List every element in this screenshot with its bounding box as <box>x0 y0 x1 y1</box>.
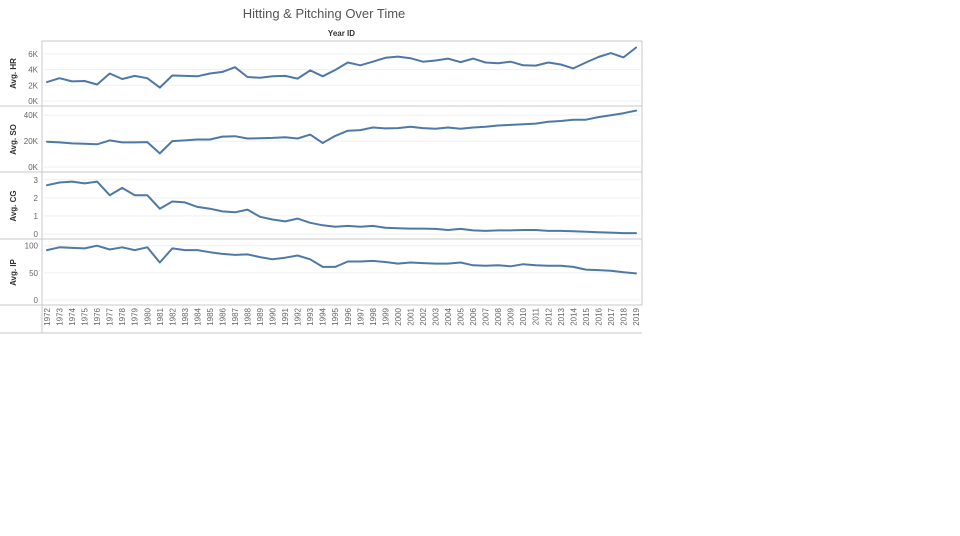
x-tick-label: 1997 <box>356 307 365 325</box>
x-tick-label: 1989 <box>256 307 265 325</box>
x-tick-label: 2006 <box>469 307 478 325</box>
x-tick-label: 1999 <box>381 307 390 325</box>
y-tick-label: 3 <box>34 176 39 185</box>
y-axis-label: Avg. IP <box>9 258 18 285</box>
y-tick-label: 0K <box>28 163 38 172</box>
y-axis-label: Avg. SO <box>9 124 18 155</box>
y-tick-label: 40K <box>24 111 39 120</box>
y-tick-label: 0 <box>34 230 39 239</box>
x-tick-label: 1982 <box>168 307 177 325</box>
y-tick-label: 2K <box>28 81 38 90</box>
x-tick-label: 2001 <box>406 307 415 325</box>
x-tick-label: 1996 <box>344 307 353 325</box>
y-tick-label: 0 <box>34 296 39 305</box>
x-tick-label: 2000 <box>394 307 403 325</box>
series-line <box>46 46 637 89</box>
x-tick-label: 1987 <box>231 307 240 325</box>
x-tick-label: 1974 <box>68 307 77 325</box>
x-tick-label: 2019 <box>632 307 641 325</box>
y-tick-label: 6K <box>28 50 38 59</box>
x-tick-label: 2013 <box>557 307 566 325</box>
x-tick-label: 2002 <box>419 307 428 325</box>
x-tick-label: 2003 <box>431 307 440 325</box>
x-tick-label: 2009 <box>507 307 516 325</box>
y-tick-label: 0K <box>28 97 38 106</box>
x-tick-label: 1981 <box>156 307 165 325</box>
x-tick-label: 1975 <box>81 307 90 325</box>
y-tick-label: 2 <box>34 194 39 203</box>
x-tick-label: 1976 <box>93 307 102 325</box>
x-tick-label: 1988 <box>244 307 253 325</box>
x-tick-label: 1980 <box>143 307 152 325</box>
x-tick-label: 2016 <box>594 307 603 325</box>
x-tick-label: 2008 <box>494 307 503 325</box>
y-tick-label: 100 <box>25 242 39 251</box>
x-tick-label: 2010 <box>519 307 528 325</box>
y-tick-label: 20K <box>24 137 39 146</box>
column-header: Year ID <box>327 29 356 38</box>
x-tick-label: 1995 <box>331 307 340 325</box>
y-axis-label: Avg. HR <box>9 58 18 89</box>
x-tick-label: 1993 <box>306 307 315 325</box>
series-line <box>46 180 637 235</box>
x-tick-label: 2014 <box>569 307 578 325</box>
x-tick-label: 2005 <box>457 307 466 325</box>
x-tick-label: 2011 <box>532 307 541 325</box>
x-tick-label: 1984 <box>193 307 202 325</box>
series-line <box>46 109 637 155</box>
x-tick-label: 1994 <box>319 307 328 325</box>
y-axis-label: Avg. CG <box>9 190 18 221</box>
series-line <box>46 244 637 275</box>
x-tick-label: 1972 <box>43 307 52 325</box>
x-tick-label: 1977 <box>106 307 115 325</box>
x-tick-label: 1991 <box>281 307 290 325</box>
x-tick-label: 2015 <box>582 307 591 325</box>
x-tick-label: 2012 <box>544 307 553 325</box>
x-tick-label: 1978 <box>118 307 127 325</box>
x-tick-label: 1983 <box>181 307 190 325</box>
x-tick-label: 1992 <box>294 307 303 325</box>
x-tick-label: 2004 <box>444 307 453 325</box>
x-tick-label: 1998 <box>369 307 378 325</box>
x-tick-label: 2018 <box>619 307 628 325</box>
x-tick-label: 1990 <box>269 307 278 325</box>
y-tick-label: 50 <box>29 269 38 278</box>
x-tick-label: 1973 <box>56 307 65 325</box>
x-tick-label: 1979 <box>131 307 140 325</box>
x-tick-label: 2017 <box>607 307 616 325</box>
chart-title: Hitting & Pitching Over Time <box>242 6 406 21</box>
x-tick-label: 1986 <box>218 307 227 325</box>
y-tick-label: 4K <box>28 66 38 75</box>
x-tick-label: 2007 <box>482 307 491 325</box>
y-tick-label: 1 <box>34 212 39 221</box>
x-tick-label: 1985 <box>206 307 215 325</box>
